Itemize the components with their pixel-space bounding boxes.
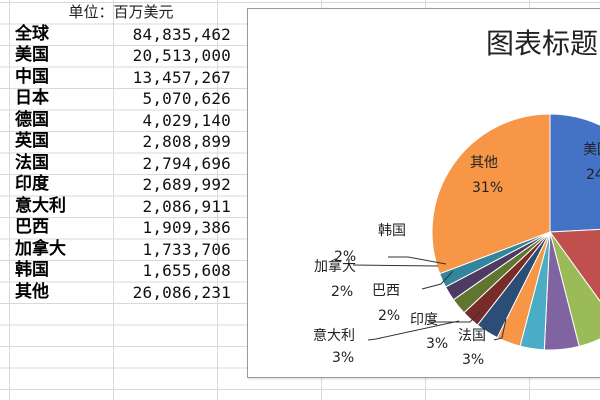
- slice-percent: 24%: [586, 167, 600, 183]
- country-cell[interactable]: 中国: [15, 66, 49, 87]
- slice-label: 加拿大: [314, 258, 356, 275]
- table-row[interactable]: 其他 26,086,231: [9, 282, 231, 304]
- country-cell[interactable]: 巴西: [15, 217, 49, 237]
- slice-label: 韩国: [378, 223, 406, 239]
- slice-percent: 3%: [426, 336, 448, 352]
- table-row[interactable]: 印度 2,689,992: [9, 174, 231, 196]
- leader-line: [352, 264, 439, 267]
- slice-percent: 3%: [462, 352, 484, 368]
- slice-percent: 3%: [332, 350, 354, 366]
- gdp-value-cell[interactable]: 26,086,231: [132, 282, 231, 302]
- table-row[interactable]: 韩国 1,655,608: [9, 260, 231, 282]
- gdp-value-cell[interactable]: 4,029,140: [142, 110, 231, 130]
- unit-header: 单位：百万美元: [68, 3, 174, 21]
- leader-line: [493, 318, 507, 341]
- slice-label: 巴西: [372, 283, 400, 299]
- slice-label: 其他: [470, 155, 498, 171]
- country-cell[interactable]: 法国: [15, 152, 49, 173]
- gdp-value-cell[interactable]: 1,733,706: [142, 239, 231, 259]
- table-row[interactable]: 法国 2,794,696: [9, 153, 231, 175]
- country-cell[interactable]: 其他: [15, 281, 49, 302]
- gdp-value-cell[interactable]: 20,513,000: [132, 46, 231, 65]
- leader-line: [388, 256, 447, 265]
- country-cell[interactable]: 全球: [15, 23, 49, 44]
- gdp-value-cell[interactable]: 84,835,462: [132, 24, 231, 44]
- gdp-value-cell[interactable]: 2,808,899: [142, 132, 231, 151]
- table-row[interactable]: 美国 20,513,000: [9, 45, 231, 67]
- gdp-value-cell[interactable]: 2,794,696: [142, 153, 231, 173]
- pie-slice: [431, 113, 551, 275]
- chart-title: 图表标题: [486, 27, 598, 60]
- pie-slice: [549, 113, 600, 233]
- table-row[interactable]: 巴西 1,909,386: [9, 217, 231, 239]
- table-header-row: 单位：百万美元: [9, 2, 231, 24]
- gdp-value-cell[interactable]: 1,655,608: [142, 261, 231, 280]
- slice-label: 印度: [410, 312, 438, 328]
- gdp-value-cell[interactable]: 5,070,626: [142, 89, 231, 108]
- gdp-value-cell[interactable]: 1,909,386: [142, 218, 231, 237]
- slice-percent: 2%: [331, 284, 353, 300]
- table-row[interactable]: 德国 4,029,140: [9, 110, 231, 132]
- slice-percent: 2%: [334, 249, 356, 265]
- leader-line: [367, 320, 460, 341]
- country-cell[interactable]: 德国: [15, 109, 49, 130]
- slice-label: 意大利: [313, 327, 355, 344]
- country-cell[interactable]: 意大利: [15, 195, 66, 216]
- table-row[interactable]: 日本 5,070,626: [9, 88, 231, 110]
- country-cell[interactable]: 英国: [15, 131, 49, 151]
- slice-percent: 31%: [472, 180, 503, 196]
- country-cell[interactable]: 日本: [15, 88, 49, 108]
- slice-percent: 2%: [378, 308, 400, 324]
- slice-label: 美国: [583, 142, 600, 158]
- gdp-value-cell[interactable]: 2,689,992: [142, 175, 231, 194]
- gdp-value-cell[interactable]: 13,457,267: [132, 67, 231, 87]
- country-cell[interactable]: 美国: [15, 45, 49, 65]
- country-cell[interactable]: 印度: [15, 174, 49, 194]
- leader-line: [421, 270, 454, 290]
- table-row[interactable]: 加拿大 1,733,706: [9, 239, 231, 261]
- table-row[interactable]: 意大利 2,086,911: [9, 196, 231, 218]
- leader-line: [428, 311, 481, 323]
- table-row[interactable]: 英国 2,808,899: [9, 131, 231, 153]
- table-row[interactable]: 全球 84,835,462: [9, 24, 231, 46]
- gdp-value-cell[interactable]: 2,086,911: [142, 196, 231, 216]
- slice-label: 法国: [458, 328, 486, 344]
- country-cell[interactable]: 加拿大: [15, 238, 66, 259]
- country-cell[interactable]: 韩国: [15, 260, 49, 280]
- table-row[interactable]: 中国 13,457,267: [9, 67, 231, 89]
